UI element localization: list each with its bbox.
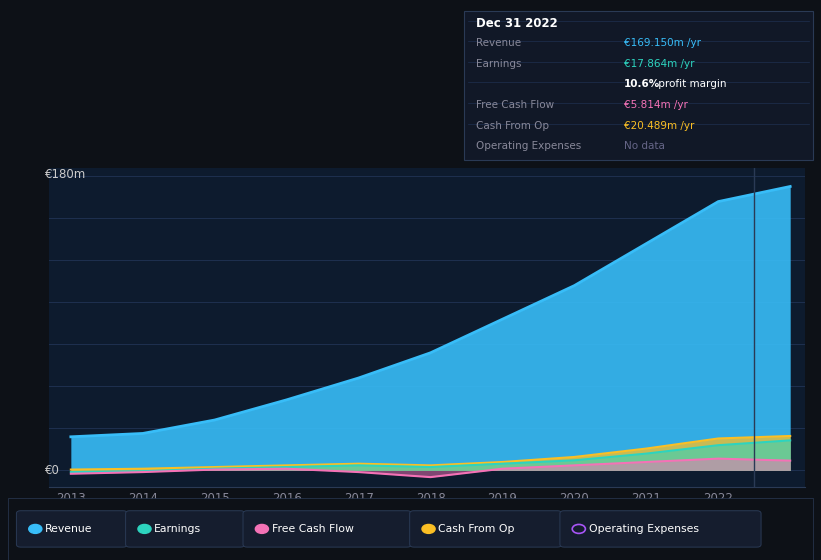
Text: €0: €0	[45, 464, 61, 477]
Text: €169.150m /yr: €169.150m /yr	[624, 38, 701, 48]
Text: Earnings: Earnings	[154, 524, 201, 534]
Text: Earnings: Earnings	[476, 59, 521, 69]
Text: 10.6%: 10.6%	[624, 80, 660, 89]
Text: Operating Expenses: Operating Expenses	[476, 141, 581, 151]
Text: Operating Expenses: Operating Expenses	[589, 524, 699, 534]
Text: Cash From Op: Cash From Op	[476, 120, 549, 130]
Text: €180m: €180m	[45, 168, 87, 181]
Text: Revenue: Revenue	[476, 38, 521, 48]
Text: Dec 31 2022: Dec 31 2022	[476, 17, 558, 30]
Text: Cash From Op: Cash From Op	[438, 524, 515, 534]
Text: No data: No data	[624, 141, 665, 151]
Text: Free Cash Flow: Free Cash Flow	[476, 100, 554, 110]
Text: Revenue: Revenue	[45, 524, 93, 534]
Text: Free Cash Flow: Free Cash Flow	[272, 524, 354, 534]
Text: €17.864m /yr: €17.864m /yr	[624, 59, 695, 69]
Text: €5.814m /yr: €5.814m /yr	[624, 100, 688, 110]
Text: profit margin: profit margin	[655, 80, 727, 89]
Text: €20.489m /yr: €20.489m /yr	[624, 120, 695, 130]
